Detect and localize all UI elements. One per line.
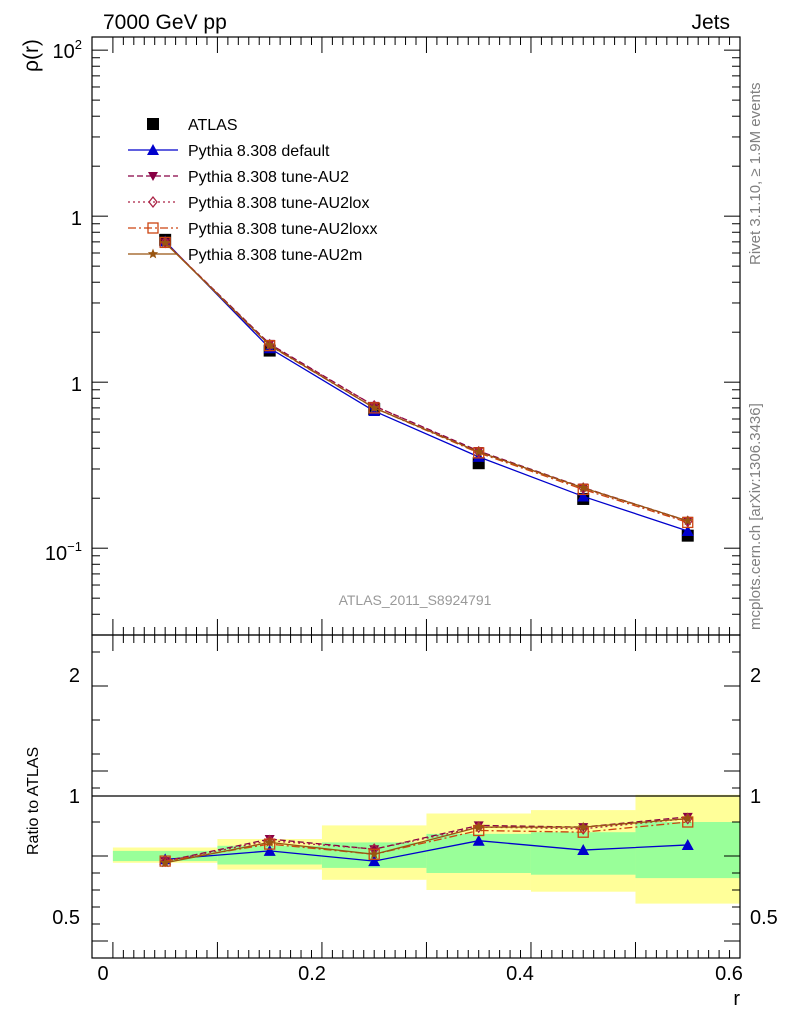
series-au2m	[159, 237, 693, 526]
main-y-ticks	[92, 37, 741, 636]
ratio-point-au2m	[473, 821, 484, 832]
ratio-ylabel: Ratio to ATLAS	[25, 747, 42, 855]
ratio-line-default	[165, 840, 688, 862]
xtick-label-0p2: 0.2	[298, 963, 326, 985]
ratio-line-au2lox	[165, 817, 688, 862]
point-au2m	[473, 446, 484, 457]
analysis-id: ATLAS_2011_S8924791	[339, 592, 492, 608]
legend-marker	[148, 195, 158, 209]
ratio-bands	[112, 794, 740, 904]
series-atlas	[159, 233, 694, 542]
ratio-ytick-1-left: 1	[69, 786, 80, 808]
main-ylabel: ρ(r)	[20, 39, 43, 72]
series-au2lox	[160, 236, 693, 528]
legend-marker	[147, 248, 159, 259]
point-default	[681, 524, 694, 536]
ratio-series-au2m	[159, 813, 693, 868]
xtick-label-0p4: 0.4	[506, 963, 534, 985]
legend-label: Pythia 8.308 tune-AU2lox	[188, 195, 369, 212]
point-au2m	[578, 482, 589, 493]
ratio-line-au2m	[165, 817, 688, 864]
ratio-series-group	[159, 812, 694, 868]
legend-label: Pythia 8.308 tune-AU2	[188, 169, 349, 186]
rivet-label: Rivet 3.1.10, ≥ 1.9M events	[747, 83, 764, 266]
legend-label: Pythia 8.308 tune-AU2loxx	[188, 221, 377, 238]
ratio-ytick-05-right: 0.5	[750, 907, 778, 929]
legend-item-au2m: Pythia 8.308 tune-AU2m	[128, 247, 362, 264]
ratio-point-au2m	[159, 857, 171, 868]
legend-item-au2lox: Pythia 8.308 tune-AU2lox	[128, 195, 369, 212]
band-inner	[635, 822, 740, 879]
ytick-label-0p1: 10−1	[45, 539, 82, 565]
point-au2m	[264, 339, 275, 350]
ytick-label-10: 1	[71, 208, 82, 230]
xtick-label-0p6: 0.6	[715, 963, 743, 985]
ytick-label-100: 102	[53, 37, 82, 63]
ratio-point-au2m	[682, 813, 693, 823]
point-au2m	[682, 515, 693, 526]
ratio-point-default	[577, 844, 590, 856]
line-au2m	[164, 242, 688, 522]
line-au2loxx	[164, 241, 688, 524]
legend-item-atlas: ATLAS	[147, 117, 238, 134]
ratio-point-au2m	[578, 821, 589, 832]
legend-label: Pythia 8.308 tune-AU2m	[188, 247, 362, 264]
header-right: Jets	[691, 11, 730, 34]
ratio-point-default	[472, 834, 485, 846]
legend-item-au2: Pythia 8.308 tune-AU2	[128, 169, 349, 186]
ytick-label-1: 1	[71, 374, 82, 396]
ratio-ytick-1-right: 1	[750, 786, 761, 808]
ratio-panel: 2 1 0.5 2 1 0.5 0 0.2 0.4 0.6	[52, 634, 778, 985]
series-au2	[160, 238, 693, 526]
legend: ATLAS Pythia 8.308 default Pythia 8.308 tu…	[128, 117, 377, 264]
series-default	[159, 235, 694, 536]
ratio-ytick-05-left: 0.5	[52, 907, 80, 929]
legend-marker	[147, 222, 159, 234]
header-left: 7000 GeV pp	[103, 11, 227, 34]
legend-label: ATLAS	[188, 117, 238, 134]
point-au2loxx	[159, 236, 171, 249]
mcplots-label: mcplots.cern.ch [arXiv:1306.3436]	[747, 403, 764, 630]
xtick-label-0: 0	[97, 963, 108, 985]
ratio-point-au2m	[369, 848, 380, 859]
legend-marker	[147, 144, 159, 155]
x-axis-label: r	[733, 988, 740, 1010]
line-default	[164, 240, 688, 532]
ratio-point-au2m	[264, 836, 275, 847]
point-au2m	[369, 402, 380, 413]
ratio-ytick-2-left: 2	[69, 665, 80, 687]
line-au2	[164, 241, 688, 522]
main-panel: 102 1 1 10−1	[45, 36, 741, 636]
legend-item-default: Pythia 8.308 default	[128, 143, 330, 160]
series-au2loxx	[159, 236, 694, 529]
point-au2lox	[369, 399, 380, 412]
line-au2lox	[164, 241, 688, 523]
main-series-group	[159, 233, 694, 542]
point-default	[577, 490, 590, 502]
ratio-point-default	[263, 844, 276, 856]
legend-marker	[147, 118, 159, 130]
ratio-frame	[91, 634, 741, 959]
legend-marker	[148, 172, 158, 181]
ratio-ytick-2-right: 2	[750, 665, 761, 687]
point-au2m	[159, 237, 171, 248]
ratio-ticks	[92, 635, 741, 958]
ratio-point-default	[681, 838, 694, 850]
legend-label: Pythia 8.308 default	[188, 143, 330, 160]
legend-item-au2loxx: Pythia 8.308 tune-AU2loxx	[128, 221, 377, 238]
ratio-point-default	[368, 855, 381, 867]
